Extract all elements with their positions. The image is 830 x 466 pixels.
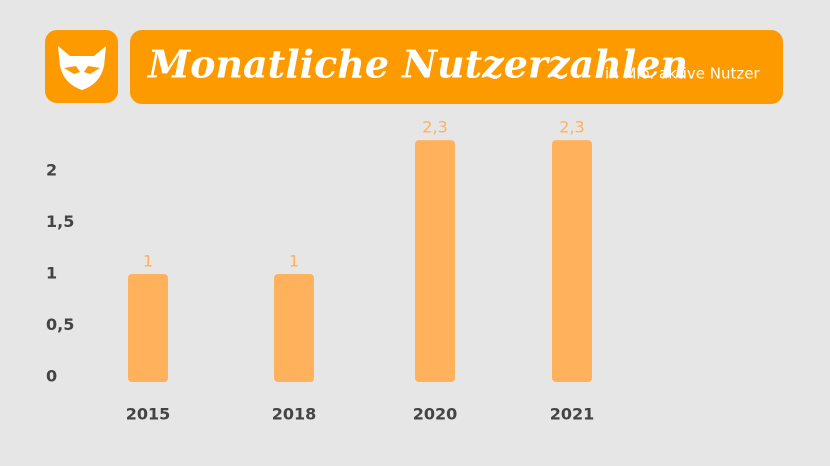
x-tick-label: 2015 (126, 405, 171, 424)
y-tick-label: 0,5 (46, 315, 74, 334)
x-tick-label: 2018 (272, 405, 317, 424)
bar (128, 274, 168, 382)
x-tick-label: 2021 (550, 405, 595, 424)
value-label: 1 (143, 252, 153, 271)
y-tick-label: 2 (46, 161, 57, 180)
y-tick-label: 1,5 (46, 212, 74, 231)
x-tick-label: 2020 (413, 405, 458, 424)
value-label: 2,3 (422, 118, 447, 137)
logo-fox (58, 46, 106, 90)
value-label: 2,3 (559, 118, 584, 137)
y-tick-label: 1 (46, 264, 57, 283)
bar (552, 140, 592, 382)
value-label: 1 (289, 252, 299, 271)
chart-subtitle: in Mio. aktive Nutzer (605, 65, 761, 83)
bar (274, 274, 314, 382)
chart-title: Monatliche Nutzerzahlen (146, 42, 688, 87)
bar (415, 140, 455, 382)
y-tick-label: 0 (46, 367, 57, 386)
title-banner (130, 30, 783, 104)
